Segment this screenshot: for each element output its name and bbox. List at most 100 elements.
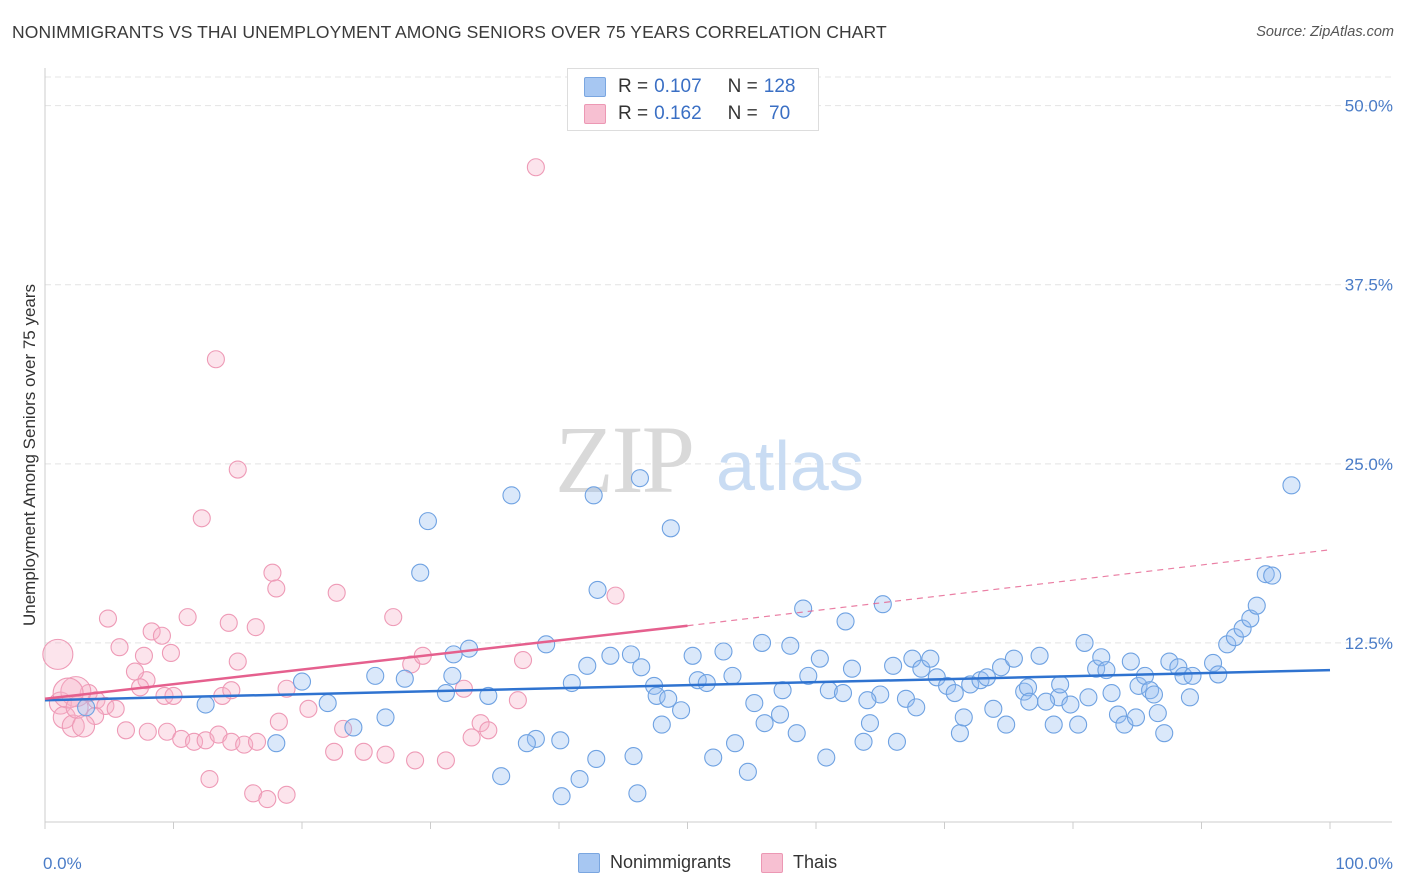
- nonimmigrants-point: [912, 659, 931, 678]
- nonimmigrants-point: [587, 749, 606, 769]
- legend-swatch-thais: [761, 852, 784, 873]
- legend-n-value: 70: [763, 103, 791, 124]
- nonimmigrants-point: [787, 724, 806, 743]
- nonimmigrants-point: [517, 734, 536, 753]
- legend-item-thais[interactable]: Thais: [761, 852, 837, 873]
- legend-r-label: R =: [618, 76, 649, 97]
- nonimmigrants-point: [1079, 688, 1098, 707]
- legend-row-nonimmigrants: R = 0.107 N = 128: [584, 75, 795, 99]
- nonimmigrants-point: [344, 718, 363, 737]
- watermark-atlas: atlas: [716, 427, 864, 505]
- watermark: ZIP atlas: [555, 406, 864, 513]
- legend-item-nonimmigrants[interactable]: Nonimmigrants: [578, 852, 731, 873]
- thais-point: [206, 350, 225, 369]
- grid-lines: [45, 76, 1392, 644]
- nonimmigrants-point: [873, 595, 892, 614]
- nonimmigrants-point: [697, 673, 716, 693]
- nonimmigrants-point: [1169, 658, 1188, 677]
- thais-point: [436, 751, 455, 770]
- nonimmigrants-point: [395, 669, 414, 688]
- stats-legend: R = 0.107 N = 128 R = 0.162 N = 70: [567, 68, 819, 131]
- nonimmigrants-point: [1061, 695, 1080, 714]
- thais-point: [269, 712, 288, 731]
- nonimmigrants-point: [1030, 646, 1049, 665]
- thais-point: [110, 638, 129, 657]
- series-legend: Nonimmigrants Thais: [578, 852, 867, 873]
- thais-point: [192, 509, 211, 528]
- thais-point: [222, 681, 241, 700]
- thais-point: [178, 608, 197, 627]
- nonimmigrants-point: [318, 694, 337, 713]
- thais-point: [471, 714, 490, 733]
- nonimmigrants-point: [1075, 633, 1094, 652]
- nonimmigrants-point: [907, 698, 926, 717]
- nonimmigrants-point: [921, 649, 940, 668]
- nonimmigrants-point: [479, 686, 498, 705]
- nonimmigrants-point: [1160, 652, 1179, 671]
- legend-swatch-thais: [584, 104, 606, 124]
- nonimmigrants-point: [961, 675, 980, 694]
- nonimmigrants-point: [492, 767, 511, 786]
- nonimmigrants-point: [621, 645, 641, 664]
- thais-point: [98, 609, 118, 628]
- thais-point: [508, 691, 527, 710]
- thais-point: [462, 728, 481, 747]
- nonimmigrants-point: [551, 731, 570, 750]
- y-tick-label: 50.0%: [1345, 97, 1393, 116]
- nonimmigrants-point: [1218, 635, 1237, 654]
- nonimmigrants-point: [588, 580, 607, 599]
- nonimmigrants-point: [1144, 685, 1164, 704]
- nonimmigrants-point: [1121, 652, 1140, 671]
- thais-point: [228, 460, 247, 479]
- watermark-zip: ZIP: [555, 406, 693, 513]
- nonimmigrants-point: [652, 715, 671, 734]
- nonimmigrants-point: [502, 486, 521, 505]
- nonimmigrants-point: [267, 734, 286, 753]
- nonimmigrants-point: [1256, 565, 1275, 584]
- y-tick-label: 25.0%: [1345, 455, 1393, 474]
- thais-point: [376, 745, 395, 764]
- nonimmigrants-point: [723, 666, 742, 685]
- nonimmigrants-point: [984, 699, 1003, 718]
- thais-point: [479, 721, 498, 740]
- nonimmigrants-point: [578, 656, 597, 675]
- thais-point: [327, 583, 346, 602]
- nonimmigrants-point: [938, 676, 957, 695]
- nonimmigrants-point: [436, 684, 455, 703]
- nonimmigrants-point: [954, 708, 973, 727]
- nonimmigrants-point: [1044, 715, 1063, 734]
- nonimmigrants-point: [366, 666, 385, 685]
- nonimmigrants-point: [1020, 692, 1039, 711]
- nonimmigrants-point: [810, 649, 829, 668]
- chart-title: NONIMMIGRANTS VS THAI UNEMPLOYMENT AMONG…: [12, 22, 887, 42]
- nonimmigrants-point: [1108, 705, 1128, 724]
- nonimmigrants-point: [1069, 715, 1088, 734]
- nonimmigrants-point: [794, 599, 813, 618]
- nonimmigrants-point: [752, 633, 772, 652]
- legend-label-thais: Thais: [793, 852, 838, 872]
- nonimmigrants-point: [624, 747, 643, 766]
- nonimmigrants-point: [1129, 676, 1148, 695]
- nonimmigrants-point: [1263, 566, 1282, 585]
- nonimmigrants-point: [781, 636, 800, 655]
- thais-point: [526, 158, 545, 177]
- thais-points: [42, 158, 625, 809]
- nonimmigrants-point: [1247, 596, 1266, 615]
- nonimmigrants-point: [601, 646, 620, 665]
- nonimmigrants-point: [570, 769, 589, 789]
- nonimmigrants-point: [1155, 724, 1174, 743]
- nonimmigrants-point: [884, 656, 903, 675]
- nonimmigrants-point: [1051, 675, 1070, 694]
- nonimmigrants-point: [755, 714, 774, 733]
- thais-point: [354, 742, 373, 761]
- nonimmigrants-point: [1282, 476, 1301, 495]
- nonimmigrants-point: [704, 748, 723, 767]
- thais-point: [200, 769, 219, 789]
- nonimmigrants-point: [854, 732, 873, 751]
- nonimmigrants-point: [1233, 619, 1252, 638]
- nonimmigrants-point: [997, 715, 1016, 734]
- thais-point: [158, 722, 177, 741]
- nonimmigrants-point: [836, 612, 855, 631]
- legend-swatch-nonimmigrants: [578, 852, 600, 873]
- nonimmigrants-point: [1204, 653, 1223, 673]
